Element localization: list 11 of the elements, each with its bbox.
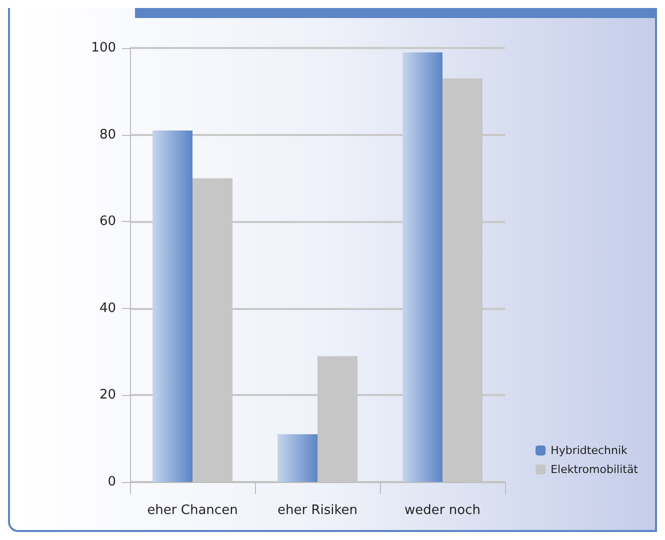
y-tick-label: 60	[99, 214, 116, 230]
y-tick-label: 100	[91, 40, 116, 56]
x-tick-label: weder noch	[404, 503, 480, 518]
y-tick-label: 20	[99, 388, 116, 403]
legend-label: Hybridtechnik	[550, 444, 628, 457]
x-tick-label: eher Risiken	[277, 503, 358, 518]
legend-label: Elektromobilität	[550, 463, 639, 476]
y-tick-label: 0	[108, 474, 116, 490]
y-tick-label: 40	[99, 300, 116, 316]
x-tick-label: eher Chancen	[147, 503, 238, 518]
y-tick-label: 80	[99, 127, 116, 142]
